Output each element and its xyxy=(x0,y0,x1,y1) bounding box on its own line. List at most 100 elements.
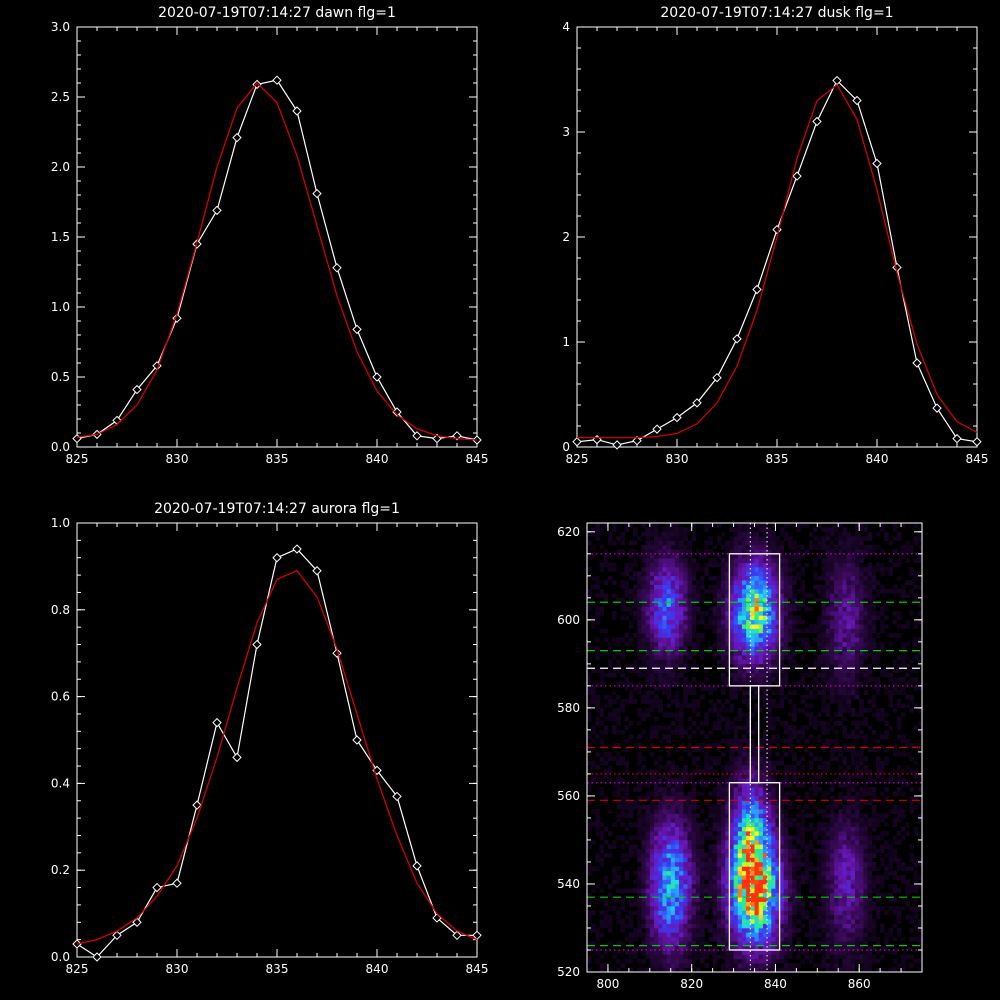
heatmap-cell xyxy=(737,624,743,629)
heatmap-cell xyxy=(779,862,785,867)
heatmap-cell xyxy=(767,795,772,801)
heatmap-cell xyxy=(674,857,680,863)
heatmap-cell xyxy=(829,804,835,810)
heatmap-cell xyxy=(863,897,868,902)
heatmap-cell xyxy=(645,681,651,687)
heatmap-cell xyxy=(616,707,621,713)
heatmap-cell xyxy=(804,628,810,634)
heatmap-cell xyxy=(716,888,722,894)
heatmap-cell xyxy=(888,690,893,695)
heatmap-cell xyxy=(762,773,768,779)
heatmap-cell xyxy=(913,862,919,867)
heatmap-cell xyxy=(829,844,835,849)
heatmap-cell xyxy=(867,699,873,704)
heatmap-cell xyxy=(788,857,793,863)
heatmap-cell xyxy=(758,870,764,876)
heatmap-cell xyxy=(708,690,713,695)
heatmap-cell xyxy=(628,641,634,647)
heatmap-cell xyxy=(670,879,676,885)
heatmap-cell xyxy=(838,901,843,907)
heatmap-cell xyxy=(863,690,868,695)
heatmap-cell xyxy=(767,685,772,691)
heatmap-cell xyxy=(779,822,785,827)
heatmap-cell xyxy=(771,659,776,665)
heatmap-cell xyxy=(662,597,667,603)
heatmap-cell xyxy=(683,729,688,735)
heatmap-cell xyxy=(859,835,864,841)
heatmap-cell xyxy=(788,875,793,880)
heatmap-cell xyxy=(788,866,793,872)
heatmap-cell xyxy=(813,932,818,938)
heatmap-cell xyxy=(750,809,755,814)
heatmap-cell xyxy=(888,853,893,858)
heatmap-cell xyxy=(788,725,793,731)
heatmap-cell xyxy=(691,936,697,942)
heatmap-cell xyxy=(725,936,730,942)
heatmap-cell xyxy=(649,650,655,656)
heatmap-cell xyxy=(863,597,868,603)
heatmap-cell xyxy=(587,910,592,916)
heatmap-cell xyxy=(846,655,852,660)
heatmap-cell xyxy=(808,721,814,726)
heatmap-cell xyxy=(599,910,605,916)
heatmap-cell xyxy=(649,857,655,863)
heatmap-cell xyxy=(783,721,789,726)
heatmap-cell xyxy=(762,703,768,709)
heatmap-cell xyxy=(750,817,755,823)
heatmap-cell xyxy=(829,839,835,845)
heatmap-cell xyxy=(649,751,655,757)
heatmap-cell xyxy=(762,800,768,805)
heatmap-cell xyxy=(737,963,743,968)
heatmap-cell xyxy=(729,633,734,638)
heatmap-cell xyxy=(729,668,734,673)
heatmap-cell xyxy=(779,633,785,638)
heatmap-cell xyxy=(616,694,621,700)
heatmap-cell xyxy=(767,809,772,814)
heatmap-cell xyxy=(679,945,684,951)
heatmap-cell xyxy=(670,839,676,845)
heatmap-cell xyxy=(783,954,789,960)
heatmap-cell xyxy=(674,615,680,621)
heatmap-cell xyxy=(662,906,667,911)
heatmap-cell xyxy=(721,936,726,942)
heatmap-cell xyxy=(896,813,902,819)
heatmap-cell xyxy=(779,928,785,933)
heatmap-cell xyxy=(838,839,843,845)
heatmap-cell xyxy=(762,769,768,775)
heatmap-cell xyxy=(746,914,751,920)
heatmap-cell xyxy=(645,712,651,717)
heatmap-cell xyxy=(871,923,877,929)
heatmap-cell xyxy=(775,655,780,660)
heatmap-cell xyxy=(767,853,772,858)
heatmap-cell xyxy=(741,778,747,783)
heatmap-cell xyxy=(850,606,856,612)
heatmap-cell xyxy=(658,663,663,669)
heatmap-cell xyxy=(700,782,705,788)
heatmap-cell xyxy=(624,875,630,880)
heatmap-cell xyxy=(666,778,672,783)
heatmap-cell xyxy=(788,817,793,823)
heatmap-cell xyxy=(804,848,810,854)
heatmap-cell xyxy=(871,646,877,651)
heatmap-cell xyxy=(746,826,751,832)
heatmap-cell xyxy=(746,809,751,814)
heatmap-cell xyxy=(712,963,718,968)
heatmap-cell xyxy=(658,725,663,731)
heatmap-cell xyxy=(700,650,705,656)
heatmap-cell xyxy=(834,778,839,783)
heatmap-cell xyxy=(607,694,613,700)
heatmap-cell xyxy=(620,672,625,678)
heatmap-cell xyxy=(758,663,764,669)
heatmap-cell xyxy=(716,597,722,603)
heatmap-cell xyxy=(712,615,718,621)
heatmap-cell xyxy=(792,716,797,722)
heatmap-cell xyxy=(674,778,680,783)
heatmap-cell xyxy=(595,646,600,651)
heatmap-cell xyxy=(700,945,705,951)
heatmap-cell xyxy=(821,747,826,753)
heatmap-cell xyxy=(767,839,772,845)
heatmap-cell xyxy=(846,690,852,695)
heatmap-cell xyxy=(737,954,743,960)
heatmap-cell xyxy=(871,813,877,819)
heatmap-cell xyxy=(649,835,655,841)
